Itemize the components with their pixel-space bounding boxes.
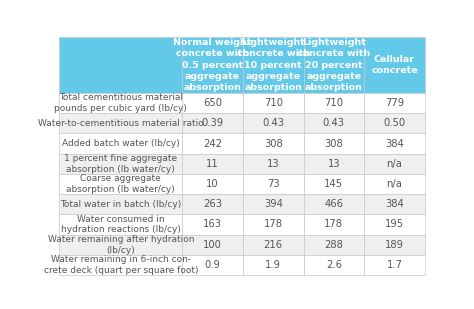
Text: Total water in batch (lb/cy): Total water in batch (lb/cy): [60, 200, 182, 209]
Text: Water consumed in
hydration reactions (lb/cy): Water consumed in hydration reactions (l…: [61, 214, 181, 234]
Text: 0.43: 0.43: [262, 118, 284, 128]
Text: 178: 178: [264, 219, 283, 230]
Text: 242: 242: [203, 138, 222, 149]
Text: 710: 710: [324, 98, 343, 108]
Text: 178: 178: [324, 219, 343, 230]
Bar: [364, 194, 425, 214]
Bar: [182, 174, 243, 194]
Bar: [303, 37, 364, 93]
Text: Added batch water (lb/cy): Added batch water (lb/cy): [62, 139, 180, 148]
Bar: [243, 133, 303, 154]
Text: Water remaining after hydration
(lb/cy): Water remaining after hydration (lb/cy): [47, 235, 194, 255]
Bar: [182, 37, 243, 93]
Text: 100: 100: [203, 240, 222, 250]
Bar: [364, 174, 425, 194]
Text: n/a: n/a: [386, 159, 402, 169]
Bar: [364, 154, 425, 174]
Text: 779: 779: [385, 98, 404, 108]
Text: 0.50: 0.50: [383, 118, 406, 128]
Bar: [59, 214, 182, 235]
Text: Normal weight
concrete with
0.5 percent
aggregate
absorption: Normal weight concrete with 0.5 percent …: [173, 38, 252, 92]
Bar: [59, 194, 182, 214]
Bar: [303, 214, 364, 235]
Text: 0.39: 0.39: [201, 118, 224, 128]
Bar: [364, 93, 425, 113]
Bar: [364, 37, 425, 93]
Text: 11: 11: [206, 159, 219, 169]
Bar: [243, 113, 303, 133]
Text: 384: 384: [385, 199, 404, 209]
Bar: [303, 93, 364, 113]
Bar: [182, 255, 243, 275]
Bar: [243, 93, 303, 113]
Bar: [182, 194, 243, 214]
Bar: [243, 235, 303, 255]
Bar: [364, 235, 425, 255]
Bar: [59, 133, 182, 154]
Text: 288: 288: [324, 240, 343, 250]
Text: 145: 145: [324, 179, 343, 189]
Bar: [243, 174, 303, 194]
Text: 308: 308: [325, 138, 343, 149]
Text: Cellular
concrete: Cellular concrete: [371, 55, 418, 75]
Text: 13: 13: [267, 159, 280, 169]
Text: n/a: n/a: [386, 179, 402, 189]
Text: Coarse aggregate
absorption (lb water/cy): Coarse aggregate absorption (lb water/cy…: [66, 174, 175, 194]
Text: 394: 394: [264, 199, 283, 209]
Text: 384: 384: [385, 138, 404, 149]
Text: 263: 263: [203, 199, 222, 209]
Bar: [303, 255, 364, 275]
Bar: [59, 255, 182, 275]
Text: 1.9: 1.9: [265, 260, 281, 270]
Text: 189: 189: [385, 240, 404, 250]
Text: 195: 195: [385, 219, 404, 230]
Text: 2.6: 2.6: [326, 260, 342, 270]
Text: Total cementitious material
pounds per cubic yard (lb/cy): Total cementitious material pounds per c…: [55, 93, 187, 113]
Bar: [303, 235, 364, 255]
Text: 1.7: 1.7: [386, 260, 402, 270]
Bar: [303, 174, 364, 194]
Bar: [182, 113, 243, 133]
Text: 216: 216: [264, 240, 283, 250]
Bar: [59, 235, 182, 255]
Bar: [243, 255, 303, 275]
Bar: [364, 113, 425, 133]
Text: 308: 308: [264, 138, 283, 149]
Text: 650: 650: [203, 98, 222, 108]
Bar: [303, 113, 364, 133]
Bar: [182, 235, 243, 255]
Bar: [182, 133, 243, 154]
Text: Water remaining in 6-inch con-
crete deck (quart per square foot): Water remaining in 6-inch con- crete dec…: [44, 255, 198, 275]
Bar: [59, 174, 182, 194]
Bar: [303, 133, 364, 154]
Bar: [59, 37, 182, 93]
Text: 0.9: 0.9: [205, 260, 220, 270]
Text: Lightweight
concrete with
10 percent
aggregate
absorption: Lightweight concrete with 10 percent agg…: [237, 38, 310, 92]
Bar: [182, 214, 243, 235]
Text: Lightweight
concrete with
20 percent
aggregate
absorption: Lightweight concrete with 20 percent agg…: [297, 38, 371, 92]
Bar: [243, 37, 303, 93]
Bar: [364, 255, 425, 275]
Text: Water-to-cementitious material ratio: Water-to-cementitious material ratio: [38, 119, 204, 128]
Bar: [303, 154, 364, 174]
Text: 710: 710: [264, 98, 283, 108]
Text: 0.43: 0.43: [323, 118, 345, 128]
Text: 10: 10: [206, 179, 219, 189]
Text: 163: 163: [203, 219, 222, 230]
Bar: [364, 133, 425, 154]
Bar: [59, 154, 182, 174]
Bar: [59, 113, 182, 133]
Bar: [364, 214, 425, 235]
Bar: [243, 154, 303, 174]
Bar: [59, 93, 182, 113]
Bar: [243, 214, 303, 235]
Bar: [243, 194, 303, 214]
Bar: [182, 154, 243, 174]
Text: 13: 13: [328, 159, 340, 169]
Bar: [303, 194, 364, 214]
Text: 1 percent fine aggregate
absorption (lb water/cy): 1 percent fine aggregate absorption (lb …: [64, 154, 177, 174]
Bar: [182, 93, 243, 113]
Text: 73: 73: [267, 179, 280, 189]
Text: 466: 466: [324, 199, 343, 209]
